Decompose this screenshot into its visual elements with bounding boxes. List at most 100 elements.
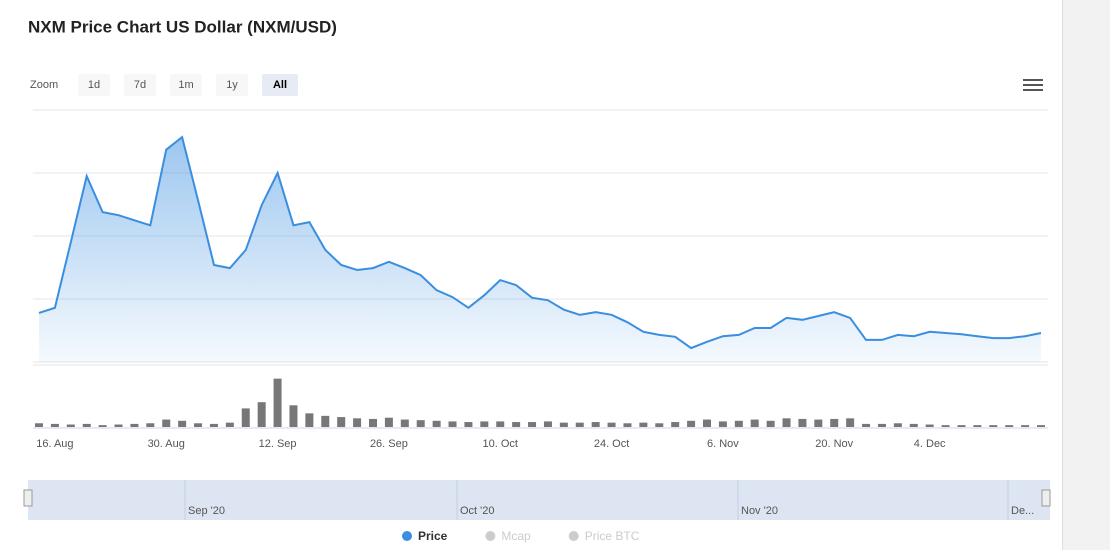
zoom-button-label[interactable]: 1d — [88, 79, 100, 91]
volume-bar — [877, 423, 886, 427]
volume-bar — [448, 421, 457, 427]
x-tick-label: 24. Oct — [594, 438, 629, 450]
legend-label[interactable]: Mcap — [501, 529, 531, 543]
volume-bar — [82, 423, 91, 427]
volume-bar — [289, 405, 298, 427]
zoom-button[interactable] — [216, 74, 248, 96]
volume-bar — [432, 420, 441, 427]
legend-marker[interactable] — [485, 531, 496, 541]
price-line — [38, 135, 1042, 350]
volume-bar — [607, 422, 616, 427]
volume-bar — [209, 423, 218, 427]
volume-bar — [989, 425, 998, 427]
volume-bar — [464, 422, 473, 427]
volume-bar — [241, 408, 250, 427]
volume-bar — [925, 424, 934, 427]
volume-bar — [862, 423, 871, 427]
volume-bar — [718, 421, 727, 427]
navigator-label: Sep '20 — [188, 505, 225, 517]
volume-bar — [750, 419, 759, 427]
volume-bar — [639, 422, 648, 427]
navigator-handle[interactable] — [23, 489, 33, 507]
volume-bar — [35, 423, 43, 427]
volume-bar — [130, 423, 139, 427]
volume-bar — [178, 420, 187, 427]
volume-bar — [305, 413, 314, 427]
chart-title: NXM Price Chart US Dollar (NXM/USD) — [28, 17, 337, 36]
volume-bar — [480, 421, 489, 427]
zoom-button[interactable] — [124, 74, 156, 96]
volume-bar — [671, 422, 680, 427]
zoom-label: Zoom — [30, 79, 58, 91]
menu-icon[interactable] — [1023, 79, 1043, 91]
volume-bar — [655, 423, 664, 427]
legend-label[interactable]: Price — [418, 529, 448, 543]
navigator-handle[interactable] — [1041, 489, 1051, 507]
volume-bar — [798, 418, 807, 427]
volume-bar — [830, 418, 839, 427]
volume-bar — [400, 419, 409, 427]
navigator-label: Nov '20 — [741, 505, 778, 517]
x-tick-label: 6. Nov — [707, 438, 739, 450]
x-tick-label: 10. Oct — [483, 438, 518, 450]
volume-bar — [528, 422, 537, 427]
zoom-button[interactable] — [170, 74, 202, 96]
volume-bar — [893, 423, 902, 427]
zoom-button-label[interactable]: 7d — [134, 79, 146, 91]
legend-label[interactable]: Price BTC — [585, 529, 640, 543]
volume-bar — [369, 418, 377, 427]
legend: Price Mcap Price BTC — [402, 529, 640, 543]
volume-bar — [162, 419, 171, 427]
volume-bar — [384, 417, 393, 427]
volume-bar — [1037, 425, 1045, 427]
volume-bar — [766, 420, 775, 427]
volume-bar — [909, 423, 918, 427]
price-area — [39, 137, 1041, 362]
volume-bar — [1021, 425, 1030, 427]
volume-bar — [973, 425, 982, 427]
volume-bar — [353, 418, 362, 427]
zoom-button[interactable] — [262, 74, 298, 96]
volume-bar — [98, 425, 107, 427]
legend-marker[interactable] — [402, 531, 412, 541]
x-tick-label: 4. Dec — [914, 438, 946, 450]
x-tick-label: 20. Nov — [815, 438, 853, 450]
volume-bar — [146, 423, 155, 427]
navigator-labels: Sep '20 Oct '20 Nov '20 De... — [184, 480, 1034, 520]
volume-bar — [575, 422, 584, 427]
navigator-label: Oct '20 — [460, 505, 495, 517]
volume-bar — [512, 422, 521, 427]
volume-bar — [814, 419, 823, 427]
volume-bar — [623, 423, 632, 427]
volume-bar — [941, 425, 950, 427]
navigator[interactable] — [28, 480, 1050, 520]
x-tick-label: 12. Sep — [259, 438, 297, 450]
volume-bar — [591, 422, 600, 427]
volume-bar — [416, 420, 425, 427]
zoom-button-label[interactable]: 1y — [226, 79, 238, 91]
zoom-button-label[interactable]: 1m — [178, 79, 193, 91]
volume-bar — [257, 402, 266, 427]
zoom-button-label[interactable]: All — [273, 79, 287, 91]
volume-bar — [846, 418, 855, 427]
menu-bar — [1023, 84, 1043, 86]
volume-bar — [496, 421, 505, 427]
volume-bar — [687, 420, 696, 427]
x-tick-label: 16. Aug — [36, 438, 73, 450]
volume-bar — [559, 422, 568, 427]
volume-bar — [734, 420, 743, 427]
zoom-buttons: 1d 7d 1m 1y All — [78, 74, 298, 96]
volume-bar — [114, 424, 123, 427]
volume-bar — [194, 423, 203, 427]
zoom-button[interactable] — [78, 74, 110, 96]
volume-bar — [703, 419, 711, 427]
x-tick-label: 26. Sep — [370, 438, 408, 450]
volume-bar — [1005, 425, 1014, 427]
volume-bar — [957, 425, 966, 427]
volume-bar — [782, 418, 791, 427]
volume-bar — [225, 422, 234, 427]
legend-marker[interactable] — [568, 531, 579, 541]
volume-bar — [321, 415, 330, 427]
